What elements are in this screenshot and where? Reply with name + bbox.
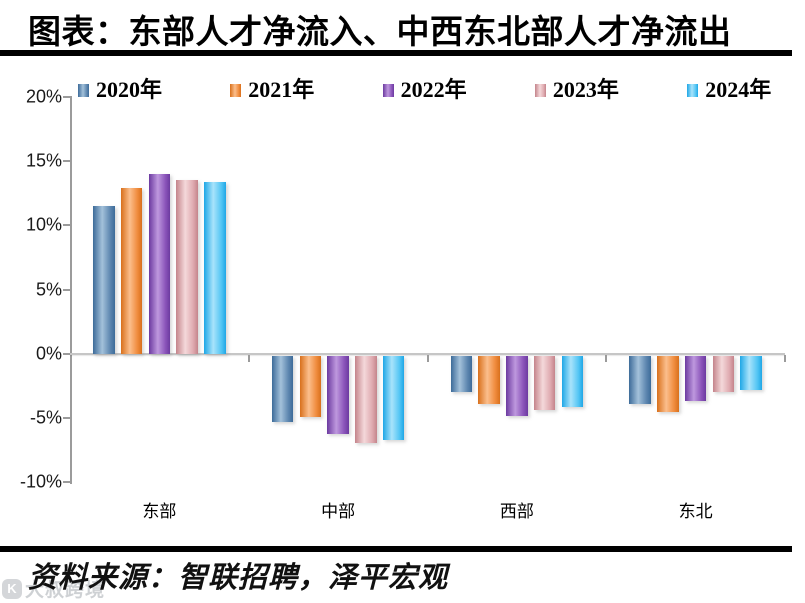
legend-swatch-icon (534, 83, 546, 97)
watermark: K 大叔跨境 (2, 575, 105, 602)
bar-2024年-东北 (740, 355, 762, 391)
bar-2024年-中部 (382, 355, 405, 441)
legend-item-2023年: 2023年 (534, 77, 619, 102)
source-note: 资料来源：智联招聘，泽平宏观 (28, 562, 449, 594)
y-axis-tick (63, 160, 71, 163)
legend-label: 2021年 (248, 77, 315, 102)
y-axis-tick (63, 288, 71, 291)
bar-2021年-西部 (478, 355, 500, 405)
bar-2021年-东北 (657, 355, 679, 413)
chart-title: 图表：东部人才净流入、中西东北部人才净流出 (28, 15, 732, 51)
legend-label: 2024年 (705, 77, 772, 102)
legend-swatch-icon (78, 83, 89, 97)
legend-swatch-icon (382, 83, 394, 97)
y-axis-label: -5% (29, 407, 62, 428)
legend-item-2024年: 2024年 (687, 79, 771, 101)
bar-2020年-中部 (271, 355, 294, 423)
x-axis-zero-line (70, 353, 785, 355)
bar-2021年-中部 (299, 355, 322, 418)
legend-item-2022年: 2022年 (382, 77, 467, 102)
bar-2020年-西部 (450, 355, 473, 392)
x-axis-category-label: 东部 (142, 502, 177, 521)
legend-item-2021年: 2021年 (230, 79, 314, 101)
footer-divider (0, 546, 792, 552)
x-axis-category-label: 中部 (321, 502, 356, 521)
y-axis-label: 15% (25, 150, 62, 171)
x-axis-category-label: 东北 (678, 502, 713, 521)
legend-label: 2022年 (400, 77, 467, 102)
bar-2020年-东北 (629, 355, 651, 405)
x-axis-tick (426, 355, 429, 362)
legend-swatch-icon (230, 83, 242, 97)
bar-2023年-东部 (176, 180, 198, 354)
y-axis-label: 0% (35, 343, 62, 364)
y-axis-label: 5% (35, 279, 62, 300)
x-axis-tick (247, 355, 250, 362)
bar-2022年-中部 (327, 355, 349, 434)
y-axis-label: 20% (25, 86, 62, 107)
title-divider (0, 50, 792, 56)
bar-2023年-东北 (712, 355, 735, 392)
watermark-text: 大叔跨境 (25, 580, 106, 601)
legend-swatch-icon (687, 83, 699, 97)
y-axis-tick (63, 352, 71, 355)
legend-label: 2023年 (552, 77, 619, 102)
y-axis-tick (63, 96, 71, 98)
y-axis-label: 10% (25, 214, 62, 235)
bar-2022年-东部 (148, 174, 171, 354)
watermark-logo-icon: K (2, 578, 22, 599)
bar-2022年-西部 (506, 355, 528, 416)
y-axis-tick (63, 481, 71, 483)
legend-label: 2020年 (96, 77, 163, 102)
bar-2021年-东部 (120, 188, 143, 354)
y-axis-tick (63, 416, 71, 419)
x-axis-tick (605, 355, 608, 362)
y-axis-label: -10% (19, 471, 62, 492)
bar-2024年-东部 (204, 181, 226, 354)
bar-2023年-中部 (355, 355, 377, 443)
x-axis-category-label: 西部 (499, 502, 534, 521)
bar-2020年-东部 (93, 206, 115, 354)
y-axis-line (70, 96, 72, 484)
bar-2024年-西部 (561, 355, 584, 407)
legend-item-2020年: 2020年 (78, 79, 162, 101)
bar-2023年-西部 (533, 355, 556, 410)
bar-2022年-东北 (684, 355, 707, 401)
y-axis-tick (63, 224, 71, 227)
x-axis-tick (784, 355, 786, 362)
